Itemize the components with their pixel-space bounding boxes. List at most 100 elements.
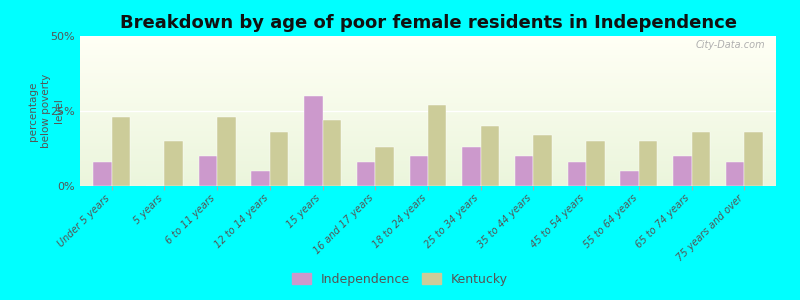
Bar xyxy=(80,94,776,96)
Bar xyxy=(80,70,776,72)
Bar xyxy=(80,182,776,183)
Bar xyxy=(80,120,776,122)
Bar xyxy=(80,44,776,45)
Bar xyxy=(80,134,776,135)
Bar xyxy=(80,154,776,156)
Bar xyxy=(80,78,776,80)
Bar xyxy=(80,56,776,57)
Bar xyxy=(80,98,776,99)
Bar xyxy=(80,184,776,186)
Bar xyxy=(80,102,776,104)
Bar xyxy=(80,106,776,108)
Bar xyxy=(515,156,534,186)
Bar xyxy=(80,46,776,48)
Bar xyxy=(80,117,776,118)
Bar xyxy=(80,156,776,158)
Bar xyxy=(80,138,776,140)
Bar xyxy=(481,126,499,186)
Bar xyxy=(80,122,776,123)
Bar xyxy=(80,152,776,153)
Bar xyxy=(80,80,776,81)
Bar xyxy=(322,120,341,186)
Bar xyxy=(80,61,776,63)
Bar xyxy=(80,112,776,114)
Bar xyxy=(80,169,776,171)
Bar xyxy=(586,141,605,186)
Bar xyxy=(375,147,394,186)
Bar xyxy=(80,99,776,100)
Bar xyxy=(80,165,776,166)
Bar xyxy=(80,123,776,124)
Bar xyxy=(80,76,776,78)
Bar xyxy=(80,148,776,150)
Bar xyxy=(80,167,776,168)
Bar xyxy=(80,68,776,69)
Bar xyxy=(80,128,776,129)
Bar xyxy=(80,124,776,126)
Bar xyxy=(80,40,776,42)
Bar xyxy=(726,162,744,186)
Bar xyxy=(80,105,776,106)
Bar xyxy=(80,52,776,54)
Bar xyxy=(80,132,776,134)
Bar xyxy=(80,129,776,130)
Bar xyxy=(534,135,552,186)
Title: Breakdown by age of poor female residents in Independence: Breakdown by age of poor female resident… xyxy=(119,14,737,32)
Bar xyxy=(80,84,776,86)
Bar xyxy=(80,159,776,160)
Bar xyxy=(428,105,446,186)
Bar xyxy=(80,160,776,162)
Bar xyxy=(80,141,776,142)
Bar xyxy=(251,171,270,186)
Bar xyxy=(80,172,776,174)
Bar xyxy=(744,132,763,186)
Bar xyxy=(80,135,776,136)
Y-axis label: percentage
below poverty
level: percentage below poverty level xyxy=(28,74,65,148)
Bar xyxy=(80,144,776,146)
Bar xyxy=(80,100,776,102)
Bar xyxy=(198,156,217,186)
Bar xyxy=(80,147,776,148)
Bar xyxy=(80,85,776,87)
Bar xyxy=(80,171,776,172)
Bar xyxy=(80,150,776,152)
Bar xyxy=(80,146,776,147)
Bar xyxy=(80,118,776,120)
Bar xyxy=(304,96,322,186)
Bar xyxy=(80,126,776,128)
Bar xyxy=(80,50,776,51)
Text: City-Data.com: City-Data.com xyxy=(696,40,766,50)
Bar xyxy=(80,42,776,44)
Bar xyxy=(80,162,776,164)
Bar xyxy=(80,96,776,98)
Bar xyxy=(80,176,776,177)
Bar xyxy=(80,36,776,38)
Bar xyxy=(80,90,776,92)
Bar xyxy=(112,117,130,186)
Bar xyxy=(80,164,776,165)
Bar xyxy=(80,63,776,64)
Bar xyxy=(80,153,776,154)
Bar xyxy=(80,58,776,60)
Bar xyxy=(80,82,776,84)
Bar xyxy=(80,72,776,74)
Legend: Independence, Kentucky: Independence, Kentucky xyxy=(287,268,513,291)
Bar xyxy=(270,132,288,186)
Bar xyxy=(639,141,658,186)
Bar xyxy=(80,57,776,58)
Bar xyxy=(80,48,776,50)
Bar xyxy=(80,74,776,75)
Bar xyxy=(80,92,776,93)
Bar xyxy=(80,88,776,90)
Bar xyxy=(80,75,776,76)
Bar xyxy=(80,108,776,110)
Bar xyxy=(80,178,776,180)
Bar xyxy=(80,45,776,46)
Bar xyxy=(80,81,776,82)
Bar xyxy=(80,130,776,132)
Bar xyxy=(80,54,776,56)
Bar xyxy=(80,168,776,170)
Bar xyxy=(568,162,586,186)
Bar xyxy=(80,177,776,178)
Bar xyxy=(164,141,183,186)
